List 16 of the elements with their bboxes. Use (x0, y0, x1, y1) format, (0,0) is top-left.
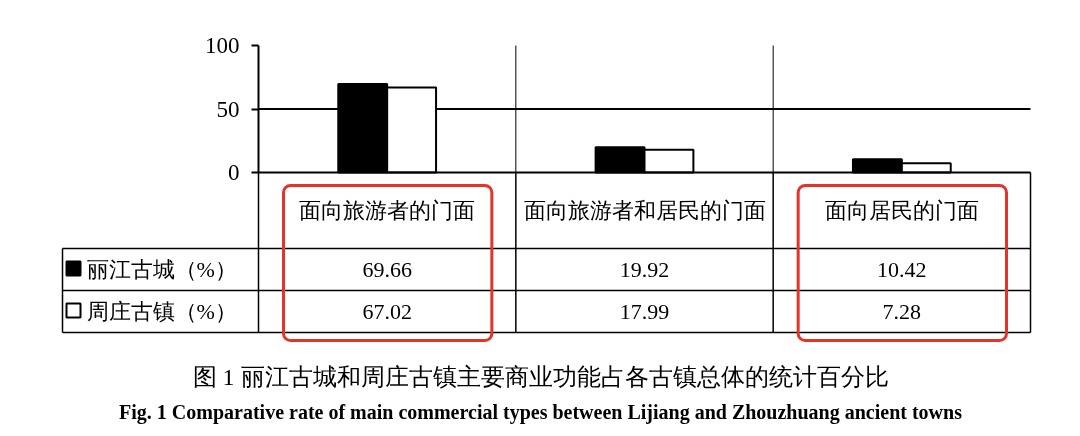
data-label: 19.92 (619, 256, 670, 282)
x-tick-label: 面向居民的门面 (824, 198, 979, 223)
y-tick-label: 50 (216, 96, 240, 122)
data-label: 7.28 (882, 298, 922, 324)
legend-label: 周庄古镇（%） (86, 299, 237, 324)
data-label: 69.66 (362, 256, 412, 282)
y-tick-label: 100 (205, 33, 240, 58)
x-tick-label: 面向旅游者的门面 (299, 198, 476, 223)
data-label: 67.02 (362, 298, 412, 324)
text: 图 1 丽江古城和周庄古镇主要商业功能占各古镇总体的统计百分比 (192, 363, 889, 390)
y-tick-label: 0 (228, 160, 240, 185)
legend-label: 丽江古城（%） (86, 257, 237, 282)
data-label: 17.99 (619, 298, 670, 324)
data-label: 10.42 (877, 256, 927, 282)
text: Fig. 1 Comparative rate of main commercial types between Lijiang and Zhouzhuang ancient towns (119, 400, 963, 424)
x-tick-label: 面向旅游者和居民的门面 (523, 198, 766, 223)
